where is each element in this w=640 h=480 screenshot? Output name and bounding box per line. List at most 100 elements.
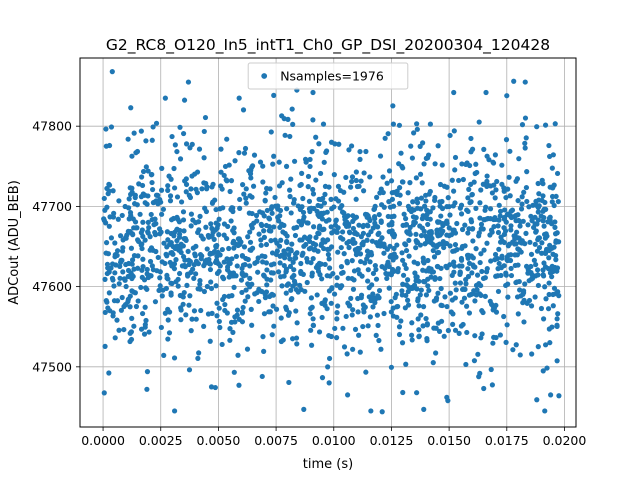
- data-point: [312, 242, 319, 248]
- data-point: [363, 148, 369, 155]
- data-point: [258, 237, 264, 243]
- data-point: [313, 134, 319, 140]
- data-point: [379, 409, 385, 415]
- data-point: [346, 147, 352, 153]
- data-point: [193, 258, 200, 264]
- data-point: [128, 329, 134, 335]
- data-point: [496, 217, 502, 223]
- data-point: [213, 244, 219, 250]
- data-point: [239, 309, 245, 315]
- data-point: [521, 288, 527, 294]
- data-point: [380, 189, 386, 196]
- data-point: [339, 229, 346, 235]
- data-point: [130, 216, 136, 222]
- data-point: [505, 243, 511, 249]
- data-point: [514, 294, 521, 300]
- data-point: [248, 306, 254, 312]
- data-point: [528, 213, 534, 219]
- data-point: [264, 267, 270, 273]
- data-point: [298, 268, 304, 275]
- data-point: [230, 270, 237, 276]
- data-point: [384, 275, 390, 282]
- data-point: [344, 351, 350, 357]
- data-point: [540, 368, 546, 374]
- data-point: [535, 282, 542, 289]
- data-point: [373, 332, 379, 338]
- data-point: [135, 298, 141, 304]
- data-point: [142, 200, 148, 206]
- data-point: [283, 306, 290, 312]
- data-point: [120, 269, 126, 275]
- data-point: [370, 270, 377, 277]
- data-point: [381, 310, 387, 317]
- data-point: [178, 307, 184, 313]
- data-point: [533, 198, 539, 204]
- data-point: [414, 200, 421, 206]
- data-point: [157, 269, 163, 275]
- data-point: [478, 251, 484, 257]
- data-point: [292, 281, 298, 287]
- data-point: [497, 208, 504, 214]
- data-point: [207, 338, 213, 344]
- y-tick-label: 47800: [32, 119, 72, 134]
- data-point: [547, 340, 553, 346]
- data-point: [353, 177, 359, 184]
- data-point: [450, 321, 456, 327]
- data-point: [503, 339, 509, 345]
- data-point: [484, 178, 490, 184]
- data-point: [449, 177, 455, 183]
- data-point: [133, 303, 140, 310]
- data-point: [348, 184, 354, 190]
- data-point: [535, 267, 541, 273]
- data-point: [355, 295, 361, 302]
- data-point: [241, 244, 248, 250]
- data-point: [144, 369, 151, 375]
- data-point: [478, 282, 484, 289]
- data-point: [188, 328, 194, 334]
- data-point: [247, 229, 253, 235]
- data-point: [419, 180, 425, 186]
- data-point: [400, 272, 407, 278]
- data-point: [423, 316, 429, 322]
- data-point: [508, 227, 514, 233]
- data-point: [178, 199, 185, 205]
- data-point: [467, 200, 473, 206]
- data-point: [401, 211, 407, 217]
- data-point: [413, 245, 419, 251]
- data-point: [270, 292, 276, 298]
- data-point: [236, 382, 242, 388]
- data-point: [466, 226, 472, 232]
- data-point: [138, 284, 144, 291]
- data-point: [478, 187, 484, 193]
- data-point: [110, 188, 116, 194]
- data-point: [427, 188, 433, 195]
- data-point: [516, 278, 522, 285]
- data-point: [282, 132, 288, 138]
- data-point: [165, 183, 171, 189]
- data-point: [337, 187, 344, 194]
- data-point: [263, 241, 270, 248]
- data-point: [243, 200, 249, 206]
- data-point: [213, 206, 219, 213]
- data-point: [192, 253, 198, 259]
- data-point: [495, 273, 501, 279]
- data-point: [402, 261, 408, 268]
- data-point: [137, 211, 143, 217]
- data-point: [329, 206, 335, 212]
- data-point: [523, 263, 530, 269]
- data-point: [160, 287, 166, 293]
- data-point: [189, 316, 195, 322]
- data-point: [473, 161, 479, 167]
- data-point: [413, 175, 419, 181]
- data-point: [149, 171, 155, 178]
- data-point: [139, 267, 145, 273]
- data-point: [535, 235, 541, 241]
- data-point: [254, 218, 260, 224]
- data-point: [145, 219, 151, 226]
- data-point: [101, 195, 107, 202]
- data-point: [322, 302, 328, 308]
- data-point: [397, 192, 403, 198]
- data-point: [312, 246, 318, 252]
- data-point: [505, 211, 511, 217]
- data-point: [308, 327, 314, 333]
